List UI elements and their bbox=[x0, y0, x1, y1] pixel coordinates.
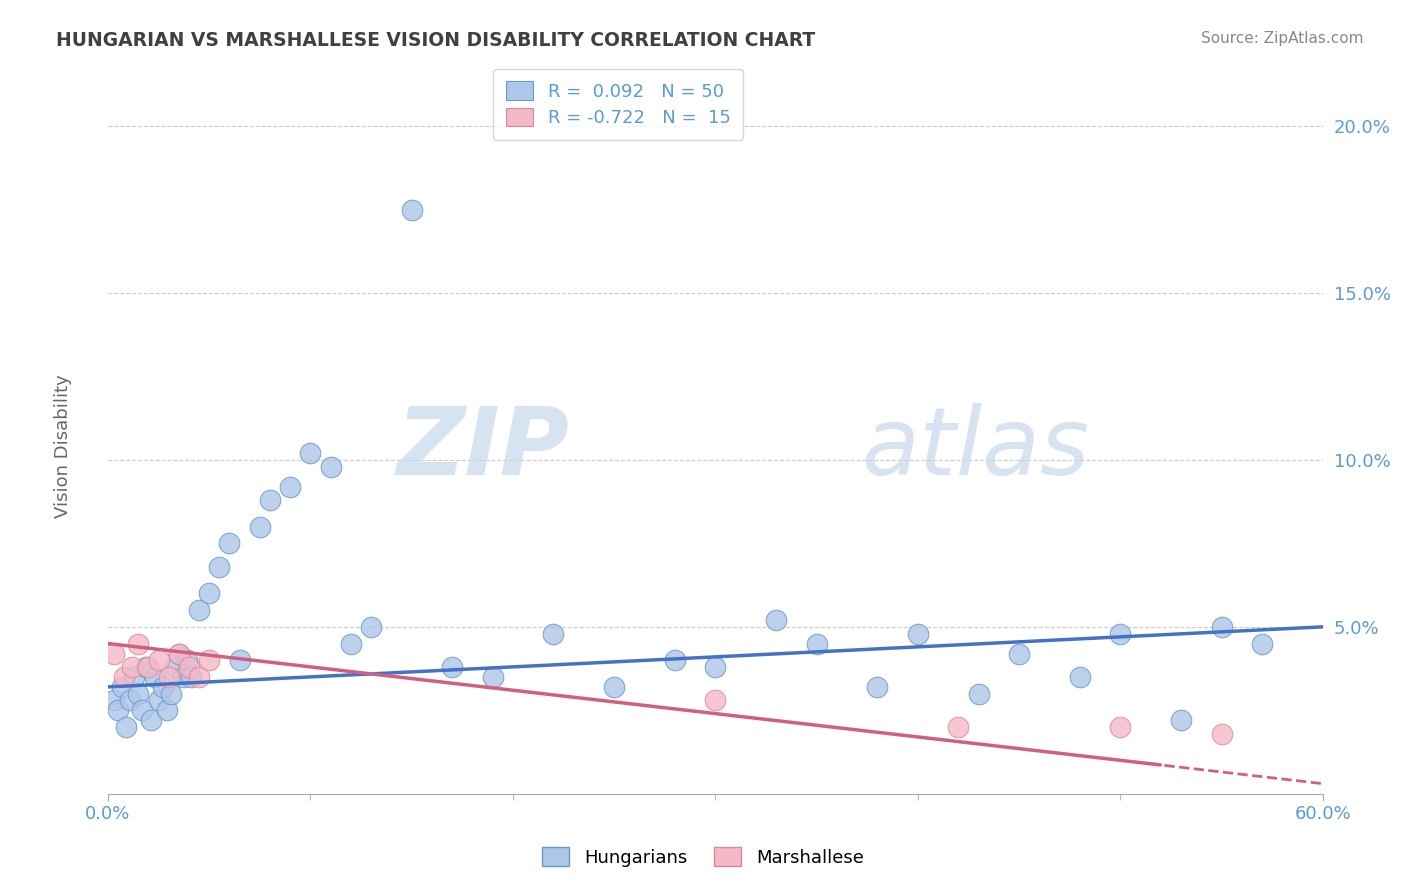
Point bbox=[172, 670, 194, 684]
Point bbox=[120, 693, 142, 707]
Point bbox=[1109, 626, 1132, 640]
Point bbox=[704, 660, 727, 674]
Point bbox=[481, 670, 503, 684]
Point bbox=[1211, 620, 1233, 634]
Point bbox=[127, 687, 149, 701]
Point bbox=[704, 693, 727, 707]
Point bbox=[340, 636, 363, 650]
Point bbox=[177, 660, 200, 674]
Point bbox=[1170, 713, 1192, 727]
Point bbox=[299, 446, 322, 460]
Point bbox=[198, 653, 221, 667]
Point bbox=[139, 713, 162, 727]
Point bbox=[1211, 726, 1233, 740]
Point bbox=[967, 687, 990, 701]
Point bbox=[115, 720, 138, 734]
Point bbox=[664, 653, 686, 667]
Point bbox=[131, 703, 153, 717]
Point bbox=[167, 647, 190, 661]
Point bbox=[107, 703, 129, 717]
Point bbox=[112, 670, 135, 684]
Legend: Hungarians, Marshallese: Hungarians, Marshallese bbox=[536, 840, 870, 874]
Point bbox=[152, 680, 174, 694]
Point bbox=[135, 660, 157, 674]
Text: Source: ZipAtlas.com: Source: ZipAtlas.com bbox=[1201, 31, 1364, 46]
Legend: R =  0.092   N = 50, R = -0.722   N =  15: R = 0.092 N = 50, R = -0.722 N = 15 bbox=[494, 69, 744, 140]
Point bbox=[103, 647, 125, 661]
Point bbox=[1069, 670, 1091, 684]
Point bbox=[765, 613, 787, 627]
Point bbox=[319, 459, 342, 474]
Text: HUNGARIAN VS MARSHALLESE VISION DISABILITY CORRELATION CHART: HUNGARIAN VS MARSHALLESE VISION DISABILI… bbox=[56, 31, 815, 50]
Point bbox=[441, 660, 464, 674]
Point bbox=[259, 493, 281, 508]
Point bbox=[111, 680, 134, 694]
Point bbox=[228, 653, 250, 667]
Point bbox=[198, 586, 221, 600]
Point bbox=[866, 680, 889, 694]
Point bbox=[159, 687, 181, 701]
Point bbox=[148, 693, 170, 707]
Point bbox=[603, 680, 626, 694]
Point bbox=[143, 670, 166, 684]
Point bbox=[806, 636, 828, 650]
Point bbox=[180, 670, 202, 684]
Text: Vision Disability: Vision Disability bbox=[55, 374, 72, 518]
Point bbox=[278, 480, 301, 494]
Point bbox=[103, 693, 125, 707]
Point bbox=[121, 660, 143, 674]
Point bbox=[167, 647, 190, 661]
Point bbox=[157, 670, 180, 684]
Point bbox=[360, 620, 382, 634]
Point bbox=[907, 626, 929, 640]
Point bbox=[1008, 647, 1031, 661]
Point bbox=[188, 603, 211, 617]
Point bbox=[124, 670, 146, 684]
Point bbox=[148, 653, 170, 667]
Point bbox=[218, 536, 240, 550]
Point bbox=[543, 626, 565, 640]
Point bbox=[401, 202, 423, 217]
Point bbox=[1109, 720, 1132, 734]
Point bbox=[208, 559, 231, 574]
Point bbox=[156, 703, 179, 717]
Text: ZIP: ZIP bbox=[396, 402, 569, 495]
Point bbox=[176, 653, 198, 667]
Point bbox=[188, 670, 211, 684]
Point bbox=[163, 660, 186, 674]
Point bbox=[1251, 636, 1274, 650]
Point bbox=[948, 720, 970, 734]
Point bbox=[249, 520, 271, 534]
Point bbox=[138, 660, 160, 674]
Text: atlas: atlas bbox=[862, 403, 1090, 494]
Point bbox=[127, 636, 149, 650]
